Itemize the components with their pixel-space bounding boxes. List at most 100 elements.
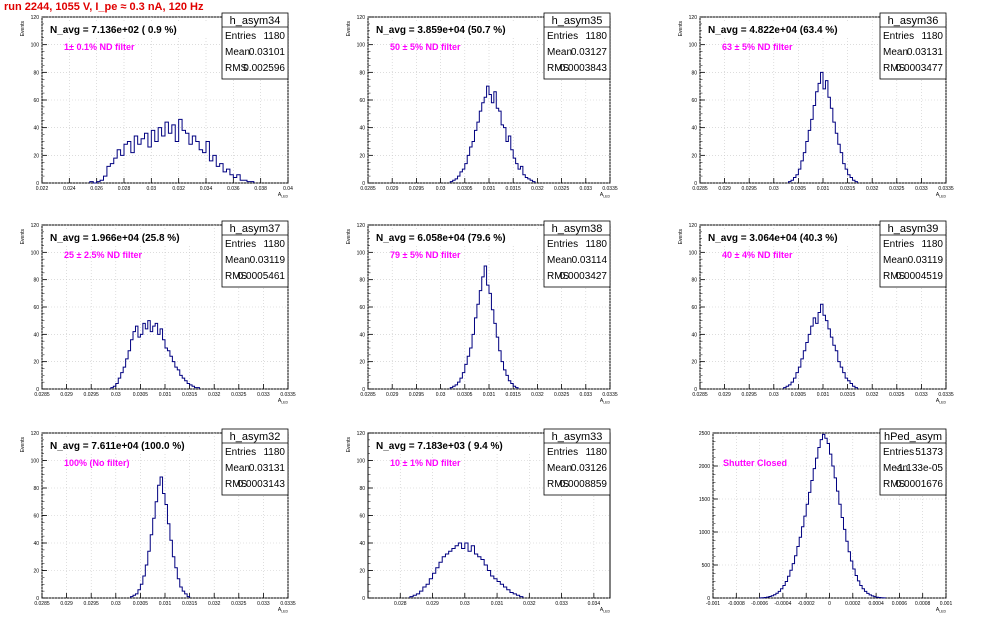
histogram-panel-h_asym38: 0 20 40 60 80 100 120 0.0285 0.029 0.0295 0.03 0.03… bbox=[346, 220, 618, 405]
y-tick-label: 100 bbox=[357, 459, 366, 465]
x-tick-label: 0.0315 bbox=[506, 186, 522, 192]
y-tick-label: 40 bbox=[691, 332, 697, 338]
histogram-series bbox=[783, 303, 858, 389]
x-tick-label: 0.0285 bbox=[360, 392, 376, 398]
x-tick-label: 0.0325 bbox=[889, 186, 905, 192]
title-backdrop bbox=[370, 22, 540, 38]
x-tick-label: 0.033 bbox=[257, 601, 270, 607]
x-tick-label: 0.031 bbox=[483, 186, 496, 192]
y-tick-label: 80 bbox=[33, 486, 39, 492]
x-tick-label: 0.031 bbox=[817, 186, 830, 192]
y-tick-label: 1000 bbox=[699, 530, 710, 536]
y-tick-label: 80 bbox=[359, 70, 365, 76]
x-axis-label: ALED bbox=[278, 398, 289, 405]
stats-box bbox=[879, 428, 947, 496]
x-tick-label: 0.03 bbox=[436, 186, 446, 192]
x-tick-label: 0.033 bbox=[580, 186, 593, 192]
x-tick-label: -0.0002 bbox=[798, 601, 815, 607]
x-tick-label: 0.032 bbox=[866, 186, 879, 192]
stats-title: h_asym34 bbox=[230, 15, 281, 27]
x-tick-label: 0.028 bbox=[394, 601, 407, 607]
y-tick-label: 20 bbox=[359, 153, 365, 159]
plot-title: N_avg = 7.611e+04 (100.0 %) bbox=[50, 441, 185, 452]
y-tick-label: 80 bbox=[359, 486, 365, 492]
stats-box bbox=[221, 428, 289, 496]
x-tick-label: 0.0285 bbox=[692, 186, 708, 192]
x-tick-label: 0.03 bbox=[111, 601, 121, 607]
stats-value: 1180 bbox=[585, 447, 607, 458]
stats-key: Mean bbox=[883, 255, 908, 266]
x-tick-label: 0.001 bbox=[940, 601, 953, 607]
x-tick-label: 0.033 bbox=[555, 601, 568, 607]
stats-value: 0.0003427 bbox=[560, 271, 608, 282]
x-tick-label: 0.0315 bbox=[840, 392, 856, 398]
stats-key: RMS bbox=[883, 63, 906, 74]
y-tick-label: 120 bbox=[31, 431, 40, 437]
y-tick-label: 120 bbox=[357, 431, 366, 437]
title-backdrop bbox=[44, 438, 214, 454]
annotation-label: 79 ± 5% ND filter bbox=[390, 250, 461, 260]
x-tick-label: 0.0305 bbox=[457, 186, 473, 192]
x-axis-label: ALED bbox=[600, 607, 611, 614]
y-axis-label: Events bbox=[346, 229, 352, 245]
x-tick-label: 0.032 bbox=[523, 601, 536, 607]
y-tick-label: 0 bbox=[36, 596, 39, 602]
stats-key: RMS bbox=[883, 271, 906, 282]
y-tick-label: 120 bbox=[31, 223, 40, 229]
stats-key: Entries bbox=[547, 239, 578, 250]
x-tick-label: 0.033 bbox=[257, 392, 270, 398]
stats-value: 0.0003843 bbox=[560, 63, 608, 74]
y-tick-label: 40 bbox=[33, 332, 39, 338]
stats-key: Mean bbox=[225, 47, 250, 58]
x-tick-label: 0.0295 bbox=[409, 186, 425, 192]
x-tick-label: 0.034 bbox=[200, 186, 213, 192]
y-tick-label: 60 bbox=[359, 98, 365, 104]
y-tick-label: 20 bbox=[33, 153, 39, 159]
histogram-series bbox=[89, 118, 255, 184]
x-tick-label: 0.031 bbox=[483, 392, 496, 398]
x-tick-label: 0.032 bbox=[172, 186, 185, 192]
x-axis-label: ALED bbox=[600, 192, 611, 199]
y-tick-label: 80 bbox=[359, 278, 365, 284]
title-backdrop bbox=[370, 438, 540, 454]
stats-value: 0.03114 bbox=[572, 255, 608, 266]
x-tick-label: 0.0285 bbox=[34, 601, 50, 607]
stats-value: 0.03101 bbox=[249, 47, 286, 58]
stats-title: h_asym35 bbox=[552, 15, 603, 27]
stats-box bbox=[543, 12, 611, 80]
x-tick-label: 0.0295 bbox=[742, 186, 758, 192]
x-tick-label: 0.0006 bbox=[892, 601, 908, 607]
x-tick-label: 0.0325 bbox=[889, 392, 905, 398]
x-tick-label: 0.029 bbox=[718, 392, 731, 398]
x-tick-label: 0.0325 bbox=[231, 392, 247, 398]
y-tick-label: 1500 bbox=[699, 497, 710, 503]
x-tick-label: 0.0295 bbox=[742, 392, 758, 398]
y-tick-label: 40 bbox=[33, 126, 39, 132]
stats-key: Mean bbox=[883, 47, 908, 58]
x-tick-label: 0 bbox=[828, 601, 831, 607]
x-tick-label: 0.022 bbox=[36, 186, 49, 192]
x-tick-label: 0.0325 bbox=[554, 186, 570, 192]
y-tick-label: 60 bbox=[33, 305, 39, 311]
y-tick-label: 60 bbox=[33, 98, 39, 104]
y-tick-label: 100 bbox=[31, 250, 40, 256]
x-tick-label: 0.0002 bbox=[845, 601, 861, 607]
x-axis-label: ALED bbox=[278, 192, 289, 199]
x-tick-label: 0.032 bbox=[866, 392, 879, 398]
stats-key: RMS bbox=[883, 479, 906, 490]
y-tick-label: 40 bbox=[33, 541, 39, 547]
x-tick-label: 0.0295 bbox=[409, 392, 425, 398]
plot-title: N_avg = 3.064e+04 (40.3 %) bbox=[708, 233, 838, 244]
plot-title: N_avg = 7.183e+03 ( 9.4 %) bbox=[376, 441, 503, 452]
x-tick-label: 0.0315 bbox=[506, 392, 522, 398]
title-backdrop bbox=[702, 22, 872, 38]
x-tick-label: 0.0315 bbox=[182, 601, 198, 607]
stats-value: 51373 bbox=[915, 447, 943, 458]
x-axis-label: ALED bbox=[600, 398, 611, 405]
x-tick-label: 0.0305 bbox=[133, 601, 149, 607]
stats-title: h_asym33 bbox=[552, 431, 603, 443]
x-tick-label: 0.029 bbox=[386, 186, 399, 192]
x-tick-label: 0.0305 bbox=[791, 392, 807, 398]
x-tick-label: 0.03 bbox=[769, 186, 779, 192]
x-tick-label: 0.03 bbox=[436, 392, 446, 398]
